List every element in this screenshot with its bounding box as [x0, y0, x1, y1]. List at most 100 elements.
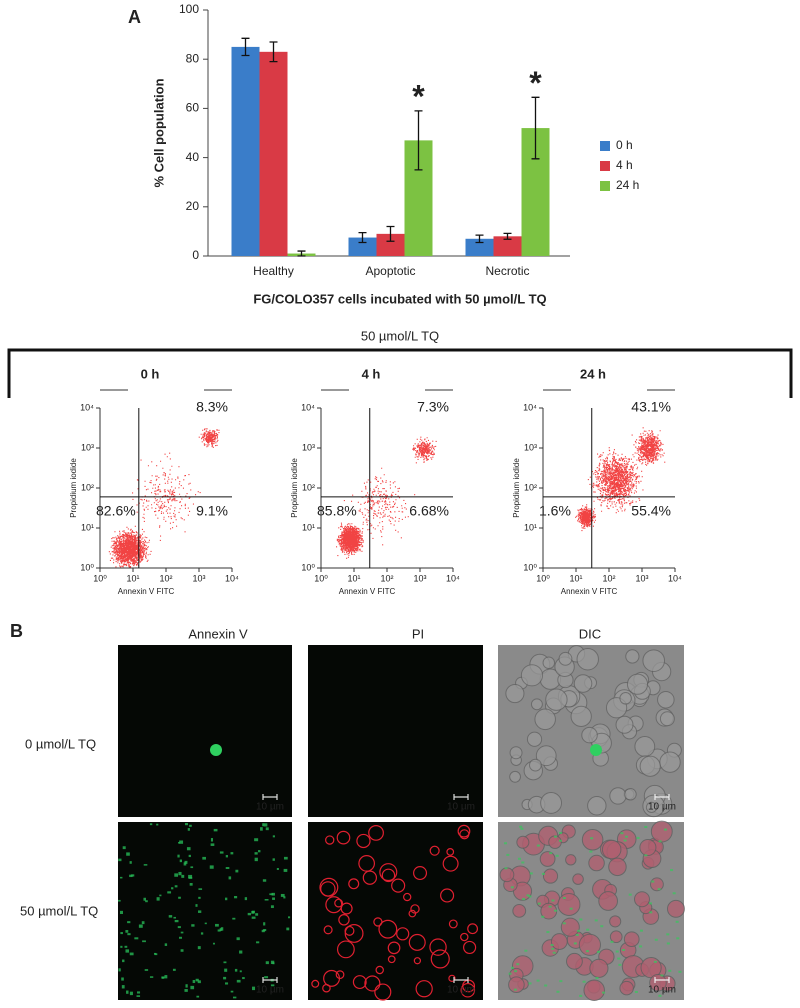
stain-speck — [504, 842, 508, 845]
micrograph-texture — [311, 824, 479, 1001]
stained-nucleus — [459, 829, 470, 840]
quadrant-label: 7.3% — [417, 399, 449, 415]
stain-speck — [195, 904, 198, 907]
cell-outline — [589, 958, 609, 978]
stain-speck — [639, 929, 643, 932]
stained-nucleus — [381, 868, 396, 883]
stain-speck — [188, 874, 193, 879]
stained-nucleus — [402, 892, 412, 902]
stained-cell — [590, 744, 602, 756]
stain-speck — [283, 896, 286, 899]
cell-outline — [639, 755, 661, 777]
flow-title: 4 h — [362, 366, 381, 381]
stain-speck — [228, 876, 232, 880]
stain-speck — [672, 892, 676, 895]
cell-outline — [512, 903, 527, 918]
stain-speck — [213, 828, 218, 832]
group-bracket — [7, 348, 793, 398]
stain-speck — [120, 932, 123, 935]
stain-speck — [644, 854, 648, 857]
stain-speck — [126, 852, 130, 856]
stain-speck — [575, 933, 579, 936]
cell-outline — [609, 930, 623, 944]
stained-nucleus — [323, 925, 333, 935]
stain-speck — [270, 905, 274, 909]
stained-nucleus — [378, 919, 398, 939]
stain-speck — [582, 980, 586, 983]
cell-outline — [508, 976, 525, 994]
x-tick-label: 10² — [380, 573, 393, 583]
stained-nucleus — [413, 957, 422, 965]
x-tick-label: 10² — [602, 573, 615, 583]
stain-speck — [554, 835, 558, 838]
stain-speck — [136, 995, 141, 997]
stain-speck — [174, 919, 179, 923]
x-tick-label: 10⁰ — [93, 573, 107, 583]
stain-speck — [125, 930, 129, 933]
stain-speck — [666, 933, 670, 936]
stain-speck — [621, 949, 625, 952]
stain-speck — [551, 947, 555, 950]
stain-speck — [536, 844, 540, 847]
stain-speck — [252, 986, 256, 991]
row-label: 50 µmol/L TQ — [20, 903, 98, 918]
stained-nucleus — [460, 932, 469, 942]
stain-speck — [620, 832, 624, 835]
y-tick-label: 10⁴ — [523, 402, 537, 412]
bar — [259, 51, 288, 256]
quadrant-label: 43.1% — [631, 399, 671, 415]
stained-nucleus — [457, 824, 471, 838]
cell-outline — [649, 973, 667, 992]
column-header: Annexin V — [188, 626, 248, 641]
y-tick-label: 10¹ — [81, 522, 94, 532]
cell-outline — [666, 899, 685, 918]
stain-speck — [179, 936, 182, 939]
stain-speck — [644, 825, 648, 828]
cell-outline — [530, 698, 543, 711]
stain-speck — [209, 865, 214, 869]
stain-speck — [286, 927, 290, 931]
stained-nucleus — [429, 845, 440, 856]
cell-outline — [619, 692, 632, 705]
panel-label: A — [128, 7, 141, 27]
stained-nucleus — [323, 969, 341, 987]
cell-outline — [598, 891, 618, 911]
stain-speck — [594, 919, 598, 922]
micrograph — [118, 645, 292, 817]
stain-speck — [179, 859, 182, 863]
legend-label: 0 h — [616, 138, 633, 152]
scale-bar-label: 10 µm — [447, 985, 475, 996]
flow-title: 0 h — [141, 366, 160, 381]
stain-speck — [666, 942, 670, 945]
bar — [493, 236, 522, 256]
event-cloud — [575, 427, 666, 532]
stain-speck — [508, 972, 512, 975]
stain-speck — [125, 949, 130, 953]
bar — [376, 233, 405, 256]
cell-outline — [572, 873, 584, 885]
stain-speck — [265, 827, 269, 831]
cell-outline — [583, 979, 605, 1001]
stained-nucleus — [396, 927, 410, 941]
scale-bar — [654, 977, 670, 983]
stain-speck — [247, 912, 251, 916]
stained-nucleus — [442, 855, 459, 872]
stain-speck — [628, 893, 632, 896]
micrograph — [118, 822, 292, 1000]
stain-speck — [154, 953, 158, 956]
x-tick-label: 10⁴ — [668, 573, 682, 583]
stained-nucleus — [391, 878, 406, 893]
stained-nucleus — [415, 980, 433, 998]
micrograph-texture — [499, 820, 685, 1001]
stain-speck — [555, 854, 559, 857]
stain-speck — [559, 831, 563, 834]
stain-speck — [550, 944, 554, 947]
stain-speck — [164, 975, 168, 979]
stain-speck — [185, 984, 188, 988]
cell-outline — [634, 736, 656, 757]
stain-speck — [639, 945, 643, 948]
stain-speck — [573, 942, 577, 945]
legend-label: 4 h — [616, 158, 633, 172]
y-tick-label: 10² — [302, 482, 315, 492]
stain-speck — [552, 951, 556, 954]
